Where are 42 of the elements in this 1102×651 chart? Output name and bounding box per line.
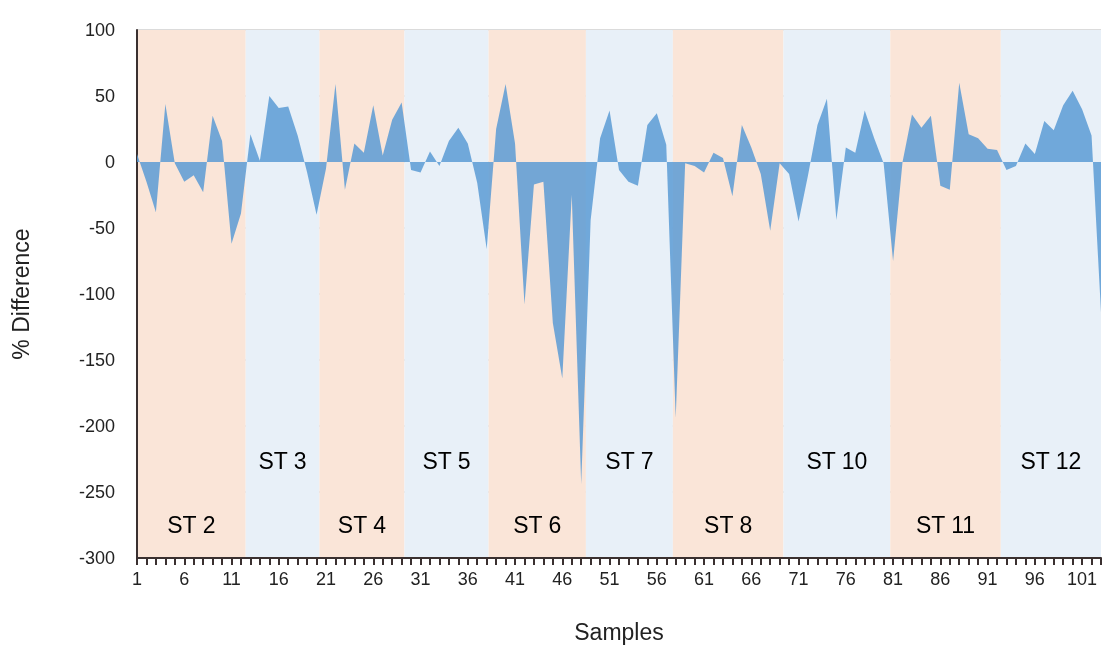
x-tick-label: 1 (131, 569, 143, 589)
x-axis-title: Samples (574, 618, 664, 645)
x-tick-label: 41 (505, 569, 526, 589)
band-label: ST 12 (1020, 447, 1082, 474)
y-tick-label: -150 (78, 350, 115, 370)
x-tick-label: 31 (410, 569, 431, 589)
y-tick-label: -200 (78, 416, 115, 436)
y-tick-label: -100 (78, 284, 115, 304)
y-tick-label: -300 (78, 548, 115, 568)
y-tick-label: -250 (78, 482, 115, 502)
band-label: ST 7 (605, 447, 654, 474)
y-tick-label: -50 (88, 218, 115, 238)
band-label: ST 8 (704, 511, 753, 538)
x-tick-label: 66 (741, 569, 762, 589)
x-tick-label: 81 (883, 569, 904, 589)
x-tick-label: 56 (646, 569, 667, 589)
band-label: ST 6 (513, 511, 562, 538)
x-tick-label: 36 (457, 569, 478, 589)
y-tick-label: 0 (104, 152, 115, 172)
x-tick-label: 61 (694, 569, 715, 589)
x-tick-label: 96 (1024, 569, 1045, 589)
y-axis-title: % Difference (7, 228, 34, 360)
x-tick-label: 46 (552, 569, 573, 589)
x-tick-label: 51 (599, 569, 620, 589)
band-label: ST 3 (258, 447, 307, 474)
x-tick-label: 71 (788, 569, 809, 589)
x-tick-label: 91 (977, 569, 998, 589)
x-tick-label: 21 (316, 569, 337, 589)
y-tick-label: 100 (84, 20, 115, 40)
band-label: ST 10 (806, 447, 868, 474)
x-tick-label: 11 (222, 569, 241, 589)
x-tick-label: 26 (363, 569, 384, 589)
band-label: ST 11 (915, 511, 976, 538)
band-label: ST 5 (422, 447, 471, 474)
x-tick-label: 86 (930, 569, 951, 589)
x-tick-label: 101 (1067, 569, 1098, 589)
x-tick-label: 6 (179, 569, 190, 589)
band-label: ST 4 (337, 511, 387, 538)
x-tick-label: 16 (268, 569, 289, 589)
band-label: ST 2 (167, 511, 216, 538)
x-tick-label: 76 (835, 569, 856, 589)
y-tick-label: 50 (94, 86, 115, 106)
